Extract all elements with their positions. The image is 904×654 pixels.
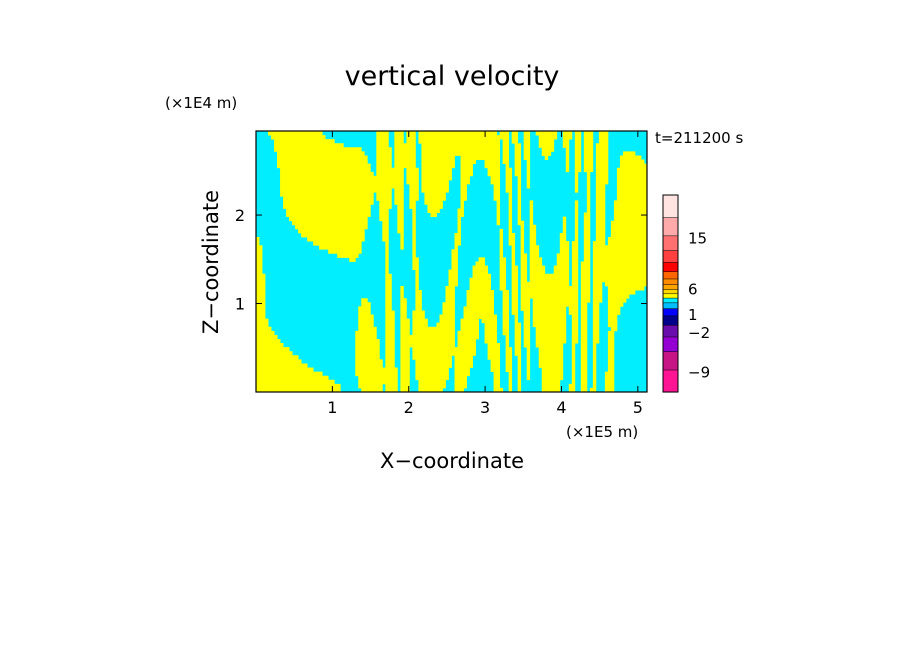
colorbar-segment xyxy=(662,315,679,326)
colorbar-segment xyxy=(662,284,679,290)
colorbar-segment xyxy=(662,194,679,218)
colorbar-tick-label: 15 xyxy=(688,229,707,247)
colorbar-segment xyxy=(662,278,679,286)
y-axis-ticks: 12 xyxy=(235,206,647,314)
colorbar-segment xyxy=(662,235,679,251)
x-tick-label: 4 xyxy=(556,398,566,417)
colorbar-frame xyxy=(662,194,679,393)
x-unit-label: (×1E5 m) xyxy=(566,423,638,441)
x-tick-label: 3 xyxy=(480,398,490,417)
time-label: t=211200 s xyxy=(655,129,743,147)
y-axis-label: Z−coordinate xyxy=(199,190,223,334)
colorbar-segment xyxy=(662,288,679,295)
x-tick-label: 5 xyxy=(633,398,643,417)
x-axis-ticks: 1 2 3 4 5 xyxy=(327,131,643,417)
x-tick-label: 1 xyxy=(327,398,337,417)
colorbar-segment xyxy=(662,308,679,317)
colorbar-segment xyxy=(662,351,679,371)
colorbar-tick-label: −2 xyxy=(688,324,710,342)
x-axis-label: X−coordinate xyxy=(380,449,524,473)
colorbar-segment xyxy=(662,261,679,272)
plot-area xyxy=(255,130,648,393)
colorbar-segment xyxy=(662,336,679,353)
x-tick-label: 2 xyxy=(404,398,414,417)
chart-title: vertical velocity xyxy=(345,61,560,92)
y-unit-label: (×1E4 m) xyxy=(165,94,237,112)
colorbar: 15 6 1−2 −9 xyxy=(662,194,710,393)
colorbar-segment xyxy=(662,369,679,393)
plot-frame xyxy=(255,130,648,393)
colorbar-segment xyxy=(662,293,679,299)
colorbar-segment xyxy=(662,217,679,237)
colorbar-segment xyxy=(662,297,679,304)
colorbar-segment xyxy=(662,250,679,263)
colorbar-segment xyxy=(662,271,679,280)
colorbar-tick-label: 6 xyxy=(688,281,698,299)
y-tick-label: 1 xyxy=(235,295,245,314)
colorbar-segment xyxy=(662,302,679,309)
velocity-field xyxy=(256,131,648,393)
positive-velocity-region xyxy=(256,131,648,393)
colorbar-tick-label: 1 xyxy=(688,306,698,324)
colorbar-segment xyxy=(662,324,679,338)
y-tick-label: 2 xyxy=(235,206,245,225)
colorbar-tick-label: −9 xyxy=(688,363,710,381)
